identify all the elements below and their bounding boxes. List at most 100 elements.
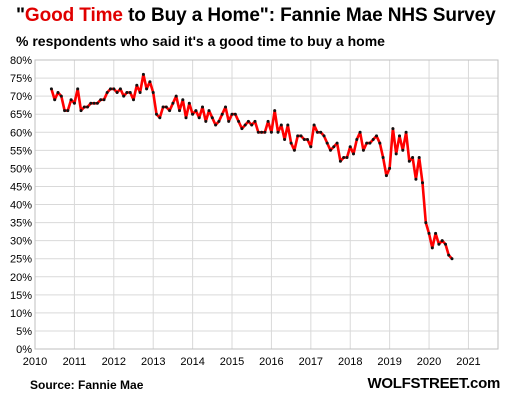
data-point [138, 91, 142, 94]
x-tick-label: 2018 [338, 356, 362, 368]
data-point [361, 148, 365, 152]
data-point [86, 105, 89, 109]
data-point [312, 123, 316, 127]
data-point [276, 130, 280, 134]
data-point [128, 91, 132, 94]
data-point [440, 239, 444, 243]
data-point [191, 112, 195, 116]
data-point [273, 109, 277, 113]
x-tick-label: 2021 [456, 356, 480, 368]
data-point [394, 152, 398, 156]
y-tick-label: 25% [10, 254, 32, 266]
data-point [296, 134, 300, 138]
data-point [322, 134, 326, 138]
data-point [181, 98, 185, 102]
data-point [95, 101, 99, 105]
data-point [401, 148, 405, 152]
data-point [118, 87, 122, 91]
data-point [371, 138, 375, 141]
y-axis-labels: 0% 5% 10% 15% 20% 25% 30% 35% 40% 45% 50% 55% 60% 65%… [10, 55, 32, 356]
data-point [184, 116, 188, 120]
y-tick-label: 50% [10, 163, 32, 175]
data-point [79, 109, 83, 113]
data-point [243, 123, 247, 127]
data-point [444, 242, 447, 246]
data-point [348, 145, 352, 149]
data-point [132, 98, 135, 102]
data-point [56, 91, 60, 94]
y-tick-label: 60% [10, 127, 32, 139]
data-point [256, 130, 260, 134]
data-point [338, 159, 342, 163]
x-tick-label: 2015 [220, 356, 244, 368]
data-point [263, 130, 267, 134]
y-tick-label: 70% [10, 91, 32, 103]
data-point [63, 109, 67, 113]
chart-title: "Good Time to Buy a Home": Fannie Mae NH… [16, 5, 496, 26]
data-point [59, 94, 63, 98]
data-point [345, 156, 349, 159]
data-point [355, 138, 359, 141]
data-point [368, 141, 372, 145]
data-point [411, 156, 415, 159]
data-point [66, 109, 70, 113]
data-point [99, 98, 103, 102]
data-point [450, 257, 454, 261]
data-point [230, 112, 234, 116]
data-point [407, 159, 411, 163]
data-point [174, 94, 178, 98]
series-line [50, 73, 453, 260]
data-point [335, 141, 339, 145]
data-point [148, 80, 152, 84]
data-point [102, 98, 106, 102]
y-tick-label: 35% [10, 218, 32, 230]
data-point [125, 91, 129, 94]
data-point [178, 109, 181, 113]
data-point [227, 119, 231, 123]
data-point [197, 116, 201, 120]
data-point [217, 119, 221, 123]
x-tick-label: 2010 [23, 356, 47, 368]
data-point [289, 141, 293, 145]
data-point [204, 119, 208, 123]
series-line-group [50, 73, 453, 260]
y-tick-label: 45% [10, 181, 32, 193]
data-point [417, 156, 421, 159]
data-point [201, 105, 204, 109]
x-tick-label: 2012 [102, 356, 126, 368]
data-point [220, 112, 224, 116]
y-tick-label: 40% [10, 200, 32, 212]
data-point [260, 130, 264, 134]
data-point [398, 134, 401, 138]
data-point [115, 91, 119, 94]
x-tick-label: 2020 [417, 356, 441, 368]
x-tick-label: 2019 [377, 356, 401, 368]
y-tick-label: 10% [10, 308, 32, 320]
source-note: Source: Fannie Mae [30, 378, 144, 392]
data-point [194, 109, 198, 113]
plot-frame [34, 59, 499, 350]
data-point [224, 105, 227, 109]
data-point [269, 130, 273, 134]
data-point [214, 123, 218, 127]
y-tick-label: 30% [10, 236, 32, 248]
y-tick-label: 15% [10, 290, 32, 302]
y-tick-label: 5% [16, 326, 32, 338]
data-point [246, 119, 250, 123]
data-point [89, 101, 93, 105]
data-point [375, 134, 378, 138]
data-point [378, 141, 382, 145]
data-point [53, 98, 57, 102]
data-point [253, 119, 257, 123]
data-point [309, 145, 313, 149]
data-point [424, 221, 428, 225]
x-tick-label: 2013 [141, 356, 165, 368]
brand-logo-text: WOLFSTREET.com [367, 375, 501, 392]
data-point [430, 246, 434, 250]
data-point [434, 231, 438, 235]
data-point [358, 130, 362, 134]
data-point [237, 119, 241, 123]
data-point [210, 116, 214, 120]
x-tick-label: 2016 [259, 356, 283, 368]
